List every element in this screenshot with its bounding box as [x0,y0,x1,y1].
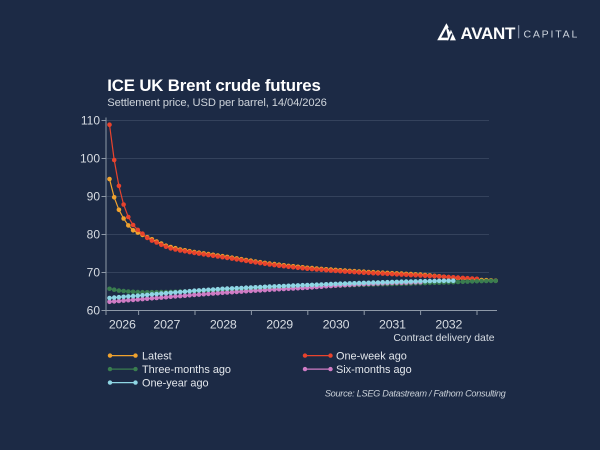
svg-text:One-year ago: One-year ago [142,378,209,390]
svg-text:Contract delivery date: Contract delivery date [393,333,494,344]
svg-text:60: 60 [87,304,101,318]
svg-text:AVANT: AVANT [461,24,516,43]
svg-text:110: 110 [81,114,100,128]
svg-text:2030: 2030 [323,318,350,332]
svg-text:100: 100 [80,152,100,166]
svg-text:CAPITAL: CAPITAL [524,29,580,41]
svg-text:80: 80 [87,228,101,242]
svg-text:2026: 2026 [109,318,136,332]
svg-text:2029: 2029 [266,318,293,332]
svg-text:Settlement price, USD per barr: Settlement price, USD per barrel, 14/04/… [107,97,326,109]
svg-text:2027: 2027 [153,318,180,332]
svg-text:Three-months ago: Three-months ago [142,364,231,376]
svg-text:One-week ago: One-week ago [336,351,407,363]
svg-text:Six-months ago: Six-months ago [336,364,412,376]
svg-text:2031: 2031 [379,318,406,332]
svg-text:Latest: Latest [142,351,172,363]
svg-text:90: 90 [87,190,101,204]
svg-text:2032: 2032 [435,318,462,332]
svg-text:Source: LSEG Datastream / Fath: Source: LSEG Datastream / Fathom Consult… [325,389,507,399]
svg-text:ICE UK Brent crude futures: ICE UK Brent crude futures [107,76,320,95]
svg-text:2028: 2028 [210,318,237,332]
svg-text:70: 70 [87,266,101,280]
